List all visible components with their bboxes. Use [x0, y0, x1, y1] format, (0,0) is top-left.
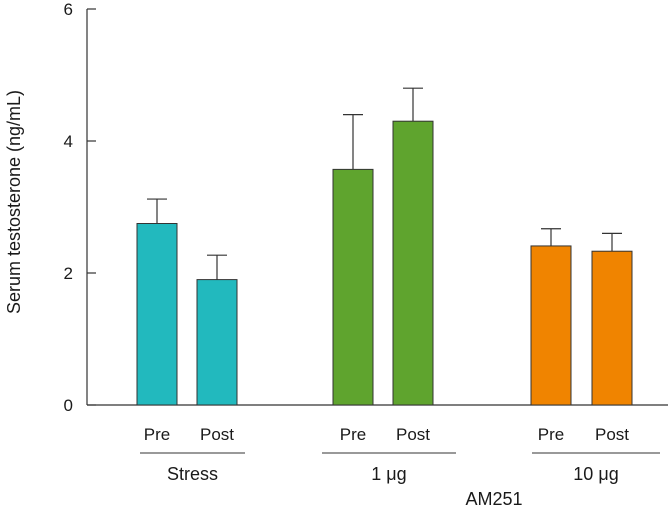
group-label: 1 μg	[371, 464, 406, 484]
y-tick-label: 4	[64, 132, 73, 151]
bar	[591, 250, 633, 406]
bar	[196, 279, 238, 406]
bar	[332, 168, 374, 406]
y-axis-title: Serum testosterone (ng/mL)	[4, 90, 24, 314]
bar	[136, 223, 178, 406]
category-label: Post	[396, 425, 430, 444]
y-axis: 0 2 4 6	[64, 0, 96, 415]
group-label: 10 μg	[573, 464, 618, 484]
y-tick-label: 6	[64, 0, 73, 19]
category-label: Pre	[340, 425, 366, 444]
bars	[136, 120, 633, 406]
y-tick-label: 2	[64, 264, 73, 283]
bar	[530, 245, 572, 406]
group-labels: Stress 1 μg 10 μg	[140, 452, 660, 484]
error-bars	[147, 87, 622, 280]
bar	[392, 120, 434, 406]
group-label: Stress	[167, 464, 218, 484]
am251-label: AM251	[465, 489, 522, 509]
category-label: Pre	[144, 425, 170, 444]
y-tick-label: 0	[64, 396, 73, 415]
category-labels: Pre Post Pre Post Pre Post	[144, 425, 630, 444]
category-label: Pre	[538, 425, 564, 444]
category-label: Post	[595, 425, 629, 444]
category-label: Post	[200, 425, 234, 444]
